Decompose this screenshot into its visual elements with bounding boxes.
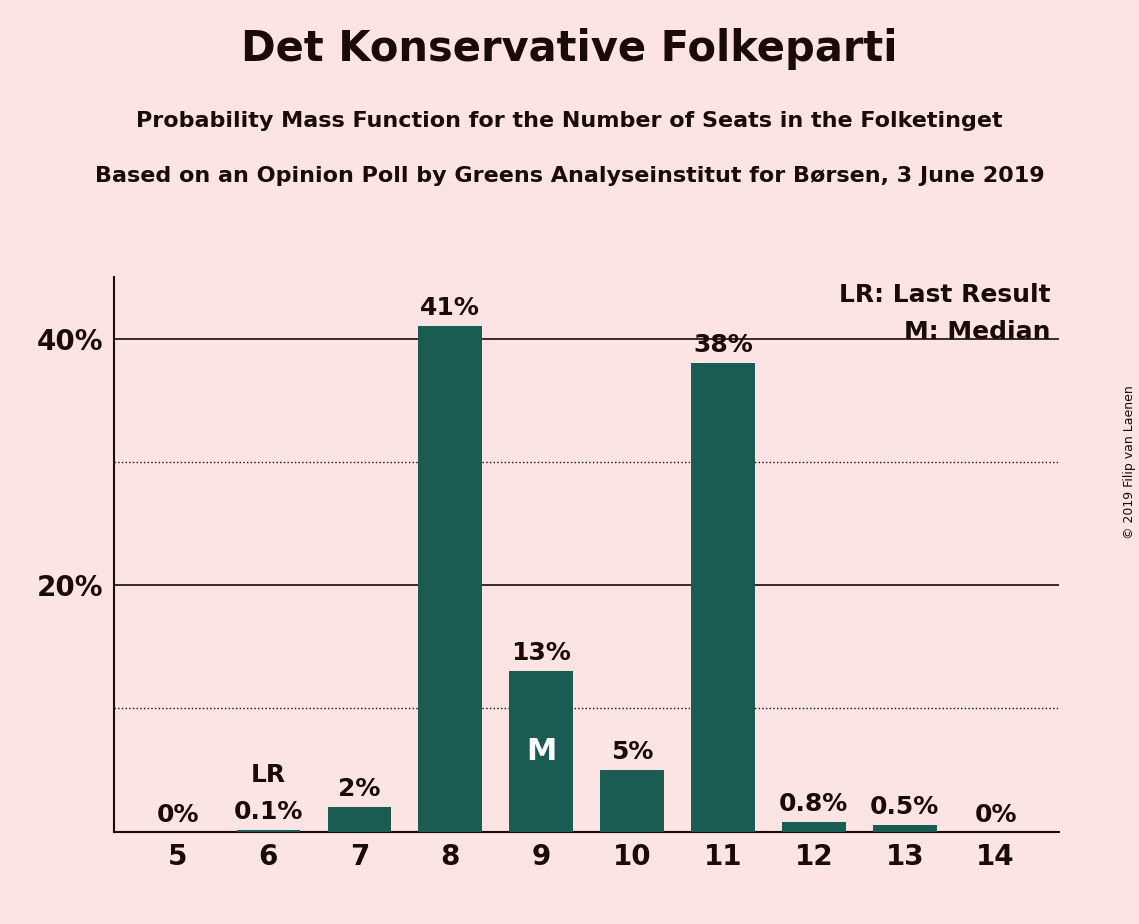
Bar <box>237 831 301 832</box>
Text: M: Median: M: Median <box>903 321 1050 345</box>
Text: 0.8%: 0.8% <box>779 792 849 816</box>
Bar <box>872 825 936 832</box>
Text: LR: LR <box>251 763 286 787</box>
Text: 0.1%: 0.1% <box>233 800 303 824</box>
Text: 0%: 0% <box>974 803 1017 827</box>
Text: 2%: 2% <box>338 777 380 801</box>
Text: 0%: 0% <box>156 803 199 827</box>
Text: 5%: 5% <box>611 740 654 764</box>
Text: Det Konservative Folkeparti: Det Konservative Folkeparti <box>241 28 898 69</box>
Bar <box>600 770 664 832</box>
Bar <box>328 807 391 832</box>
Text: 38%: 38% <box>693 334 753 358</box>
Bar <box>691 363 755 832</box>
Text: © 2019 Filip van Laenen: © 2019 Filip van Laenen <box>1123 385 1137 539</box>
Text: 13%: 13% <box>511 641 571 665</box>
Text: 0.5%: 0.5% <box>870 796 940 820</box>
Bar <box>509 672 573 832</box>
Bar <box>418 326 482 832</box>
Text: Based on an Opinion Poll by Greens Analyseinstitut for Børsen, 3 June 2019: Based on an Opinion Poll by Greens Analy… <box>95 166 1044 187</box>
Bar <box>782 821 845 832</box>
Text: Probability Mass Function for the Number of Seats in the Folketinget: Probability Mass Function for the Number… <box>137 111 1002 131</box>
Text: M: M <box>526 737 556 766</box>
Text: LR: Last Result: LR: Last Result <box>838 284 1050 308</box>
Text: 41%: 41% <box>420 297 481 321</box>
